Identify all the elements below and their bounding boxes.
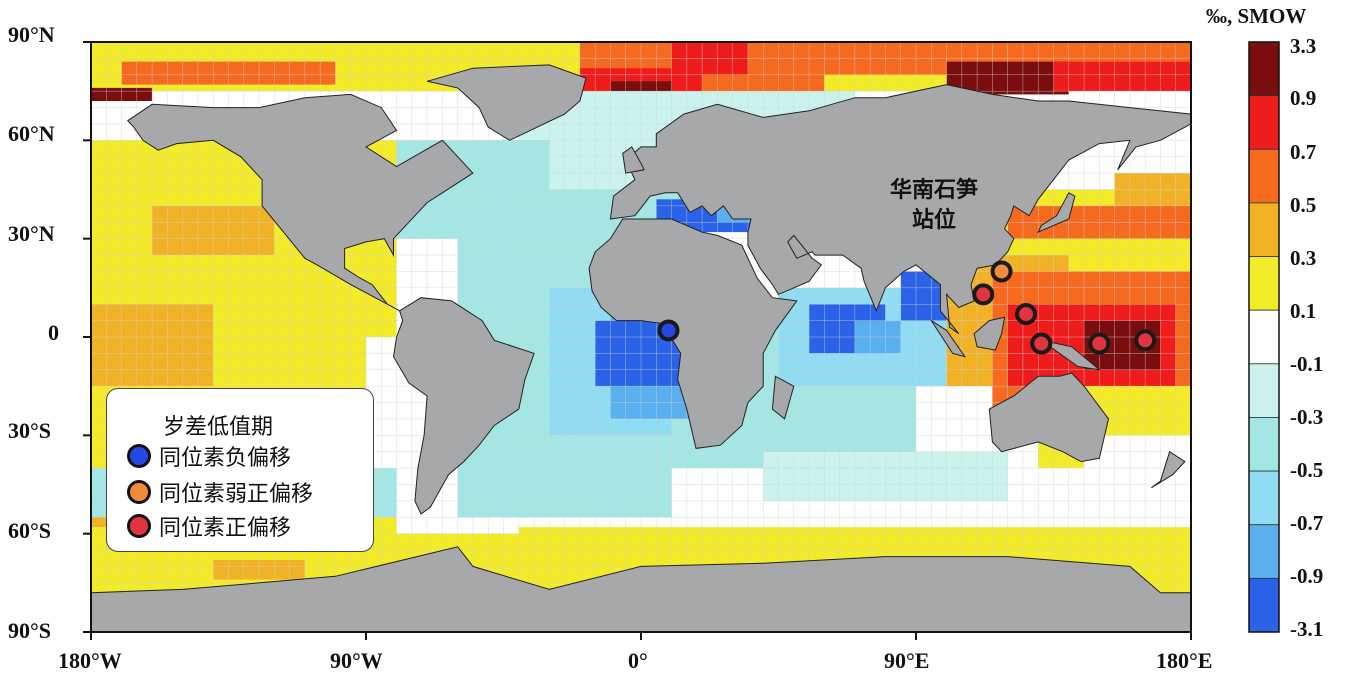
colorbar-tick-9: -0.7 [1290, 511, 1324, 535]
continent-japan [1037, 192, 1076, 234]
colorbar-tick-3: 0.5 [1290, 193, 1317, 217]
legend-title: 岁差低值期 [163, 415, 274, 440]
colorbar-tick-5: 0.1 [1290, 299, 1317, 323]
lat-label-60n: 60°N [8, 121, 55, 146]
site-marker-0 [657, 319, 680, 342]
site-marker-3 [1015, 303, 1037, 326]
colorbar-tick-11: -3.1 [1290, 617, 1324, 641]
continent-australia [988, 372, 1110, 463]
site-label-line1: 华南石笋 [889, 178, 978, 203]
colorbar-tick-2: 0.7 [1290, 140, 1317, 164]
colorbar-tick-6: -0.1 [1290, 352, 1324, 376]
continent-new-zealand [1151, 450, 1186, 489]
colorbar-tick-0: 3.3 [1290, 34, 1317, 58]
site-marker-4 [1030, 332, 1053, 355]
map-frame [83, 41, 1192, 640]
continent-north-america [126, 93, 474, 312]
colorbar-bin-5 [1248, 309, 1280, 365]
legend-label-positive: 同位素正偏移 [159, 516, 292, 541]
lon-label-0: 0° [628, 648, 648, 673]
legend: 岁差低值期 同位素负偏移 同位素弱正偏移 同位素正偏移 [106, 388, 374, 552]
colorbar-tick-7: -0.3 [1290, 405, 1324, 429]
colorbar-tick-4: 0.3 [1290, 246, 1317, 270]
site-marker-5 [1088, 332, 1111, 355]
site-marker-6 [1134, 329, 1157, 352]
lat-label-90s: 90°S [8, 618, 52, 643]
lat-label-60s: 60°S [8, 518, 52, 543]
colorbar [1248, 41, 1280, 633]
legend-item-negative: 同位素负偏移 [127, 441, 291, 471]
colorbar-bin-8 [1248, 470, 1280, 526]
lon-label-90w: 90°W [330, 648, 383, 673]
lat-label-30n: 30°N [8, 221, 55, 246]
continent-africa [588, 218, 798, 449]
legend-marker-negative [127, 444, 151, 468]
legend-label-negative: 同位素负偏移 [159, 446, 292, 471]
site-marker-1 [990, 260, 1013, 283]
continent-new-guinea [1041, 339, 1101, 371]
site-label: 华南石笋 站位 [874, 176, 994, 236]
continent-uk [622, 146, 645, 174]
site-markers [657, 260, 1157, 355]
colorbar-tick-1: 0.9 [1290, 86, 1317, 110]
legend-marker-positive [127, 514, 151, 538]
colorbar-bin-7 [1248, 417, 1280, 472]
colorbar-bin-4 [1248, 256, 1280, 311]
site-label-line2: 站位 [911, 208, 956, 233]
lat-label-eq: 0 [48, 320, 59, 345]
colorbar-bin-10 [1248, 577, 1280, 633]
legend-item-weak-positive: 同位素弱正偏移 [127, 477, 313, 507]
lon-label-180w: 180°W [58, 648, 122, 673]
colorbar-bin-6 [1248, 363, 1280, 418]
site-marker-2 [972, 283, 995, 306]
continent-greenland [426, 64, 587, 141]
lat-label-30s: 30°S [8, 418, 52, 443]
continent-south-america [392, 297, 535, 515]
colorbar-bin-3 [1248, 202, 1280, 257]
continent-indonesia-borneo [973, 316, 1006, 351]
lon-label-180e: 180°E [1156, 648, 1213, 673]
legend-marker-weak-positive [127, 480, 151, 504]
colorbar-bin-2 [1248, 148, 1280, 204]
continent-madagascar [771, 375, 795, 420]
colorbar-bin-0 [1248, 41, 1280, 97]
colorbar-tick-10: -0.9 [1290, 564, 1324, 588]
colorbar-bin-9 [1248, 524, 1280, 579]
lon-label-90e: 90°E [884, 648, 930, 673]
legend-item-positive: 同位素正偏移 [127, 511, 291, 541]
continent-indonesia-sumatra [930, 320, 967, 358]
legend-label-weak-positive: 同位素弱正偏移 [159, 482, 314, 507]
continent-eurasia [609, 84, 1192, 335]
colorbar-title: ‰, SMOW [1206, 4, 1307, 28]
colorbar-tick-8: -0.5 [1290, 458, 1324, 482]
colorbar-bin-1 [1248, 95, 1280, 150]
lat-label-90n: 90°N [8, 22, 55, 47]
